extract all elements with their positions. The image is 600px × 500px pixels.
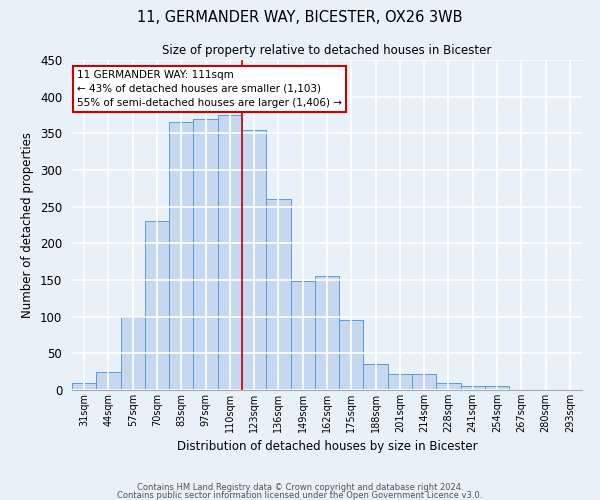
Bar bbox=[290, 282, 315, 390]
Bar bbox=[485, 386, 509, 390]
Text: 11 GERMANDER WAY: 111sqm
← 43% of detached houses are smaller (1,103)
55% of sem: 11 GERMANDER WAY: 111sqm ← 43% of detach… bbox=[77, 70, 342, 108]
Bar bbox=[121, 316, 145, 390]
Bar bbox=[145, 222, 169, 390]
Bar bbox=[242, 130, 266, 390]
Title: Size of property relative to detached houses in Bicester: Size of property relative to detached ho… bbox=[163, 44, 491, 58]
Bar bbox=[315, 276, 339, 390]
Bar bbox=[412, 374, 436, 390]
Bar bbox=[364, 364, 388, 390]
Bar bbox=[388, 374, 412, 390]
Bar bbox=[96, 372, 121, 390]
Text: 11, GERMANDER WAY, BICESTER, OX26 3WB: 11, GERMANDER WAY, BICESTER, OX26 3WB bbox=[137, 10, 463, 25]
Bar bbox=[218, 115, 242, 390]
Text: Contains HM Land Registry data © Crown copyright and database right 2024.: Contains HM Land Registry data © Crown c… bbox=[137, 484, 463, 492]
Bar bbox=[461, 386, 485, 390]
Bar bbox=[533, 388, 558, 390]
Bar bbox=[558, 388, 582, 390]
Bar bbox=[169, 122, 193, 390]
Bar bbox=[193, 118, 218, 390]
Bar bbox=[339, 320, 364, 390]
Bar bbox=[266, 200, 290, 390]
Y-axis label: Number of detached properties: Number of detached properties bbox=[22, 132, 34, 318]
Text: Contains public sector information licensed under the Open Government Licence v3: Contains public sector information licen… bbox=[118, 490, 482, 500]
Bar bbox=[436, 382, 461, 390]
X-axis label: Distribution of detached houses by size in Bicester: Distribution of detached houses by size … bbox=[176, 440, 478, 454]
Bar bbox=[509, 388, 533, 390]
Bar bbox=[72, 382, 96, 390]
